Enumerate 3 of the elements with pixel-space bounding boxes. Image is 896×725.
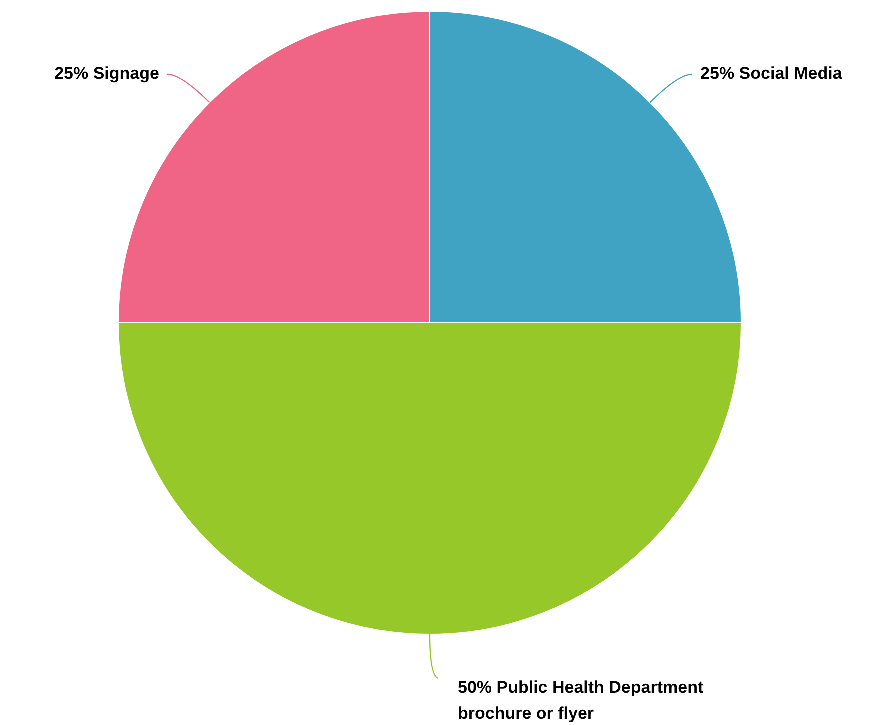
slice-label: 50% Public Health Department brochure or flyer: [458, 678, 704, 724]
slice-label: 25% Signage: [54, 64, 160, 84]
slice-label: 25% Social Media: [700, 64, 843, 84]
